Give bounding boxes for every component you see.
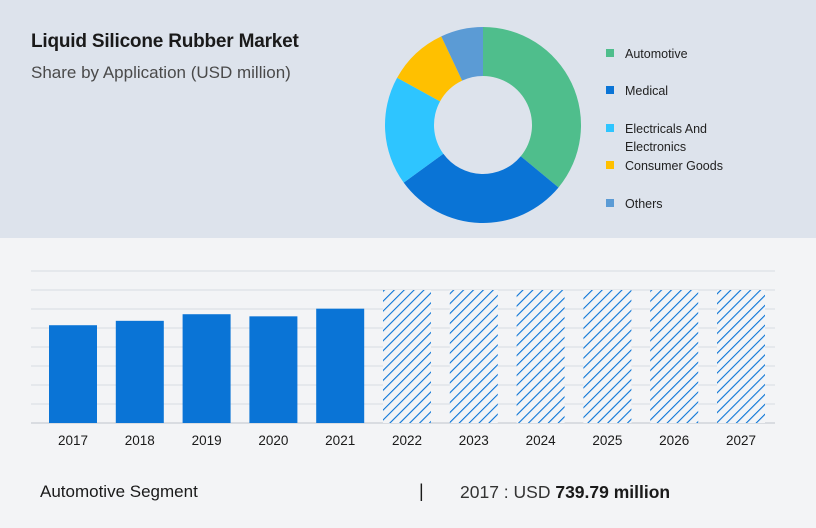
legend-swatch xyxy=(606,199,614,207)
bar-2018 xyxy=(115,320,164,423)
legend-swatch xyxy=(606,86,614,94)
legend-item: Automotive xyxy=(606,45,806,63)
donut-slice-electricals-and-electronics xyxy=(385,77,444,183)
legend-swatch xyxy=(606,161,614,169)
x-tick-label: 2018 xyxy=(125,433,155,448)
bar-chart: 2017 2018 2019 2020 2021 2022 2023 2024 2025 2026… xyxy=(31,270,775,448)
legend-item: Electricals And Electronics xyxy=(606,120,806,156)
x-tick-label: 2023 xyxy=(459,433,489,448)
x-tick-label: 2021 xyxy=(325,433,355,448)
forecast-bar-2023 xyxy=(449,290,498,423)
legend-label: Consumer Goods xyxy=(625,159,723,173)
x-tick-label: 2024 xyxy=(526,433,557,448)
forecast-bar-2024 xyxy=(516,290,565,423)
legend-item: Medical xyxy=(606,82,806,100)
chart-subtitle: Share by Application (USD million) xyxy=(31,63,291,82)
legend-item: Consumer Goods xyxy=(606,157,806,175)
x-tick-label: 2020 xyxy=(258,433,288,448)
legend-label: Others xyxy=(625,197,663,211)
x-tick-label: 2022 xyxy=(392,433,422,448)
legend-label: Automotive xyxy=(625,47,688,61)
forecast-bar-2025 xyxy=(583,290,632,423)
bar-2017 xyxy=(49,325,97,423)
bar-2020 xyxy=(249,316,298,423)
x-tick-label: 2026 xyxy=(659,433,689,448)
donut-slice-others xyxy=(441,27,483,81)
x-tick-label: 2019 xyxy=(192,433,222,448)
legend-label: Medical xyxy=(625,84,669,98)
footer-value-text: 2017 : USD 739.79 million xyxy=(460,482,670,503)
legend-swatch xyxy=(606,49,614,57)
legend-label: Electricals And Electronics xyxy=(625,122,707,154)
footer-separator: | xyxy=(419,481,424,501)
x-tick-label: 2025 xyxy=(592,433,622,448)
donut-slice-consumer-goods xyxy=(397,36,463,102)
legend-swatch xyxy=(606,124,614,132)
forecast-bar-2022 xyxy=(383,290,431,423)
chart-title: Liquid Silicone Rubber Market xyxy=(31,31,299,52)
donut-slice-medical xyxy=(403,153,559,223)
footer-year-label: 2017 : USD xyxy=(460,482,551,502)
forecast-bar-2027 xyxy=(717,290,765,423)
bar-2019 xyxy=(182,314,231,423)
donut-slice-automotive xyxy=(483,27,581,188)
x-tick-label: 2027 xyxy=(726,433,756,448)
x-tick-label: 2017 xyxy=(58,433,88,448)
bar-2021 xyxy=(316,308,365,423)
donut-chart xyxy=(385,27,581,223)
footer-value: 739.79 million xyxy=(555,482,671,502)
legend-item: Others xyxy=(606,195,806,213)
forecast-bar-2026 xyxy=(650,290,699,423)
footer-segment-label: Automotive Segment xyxy=(40,482,198,501)
